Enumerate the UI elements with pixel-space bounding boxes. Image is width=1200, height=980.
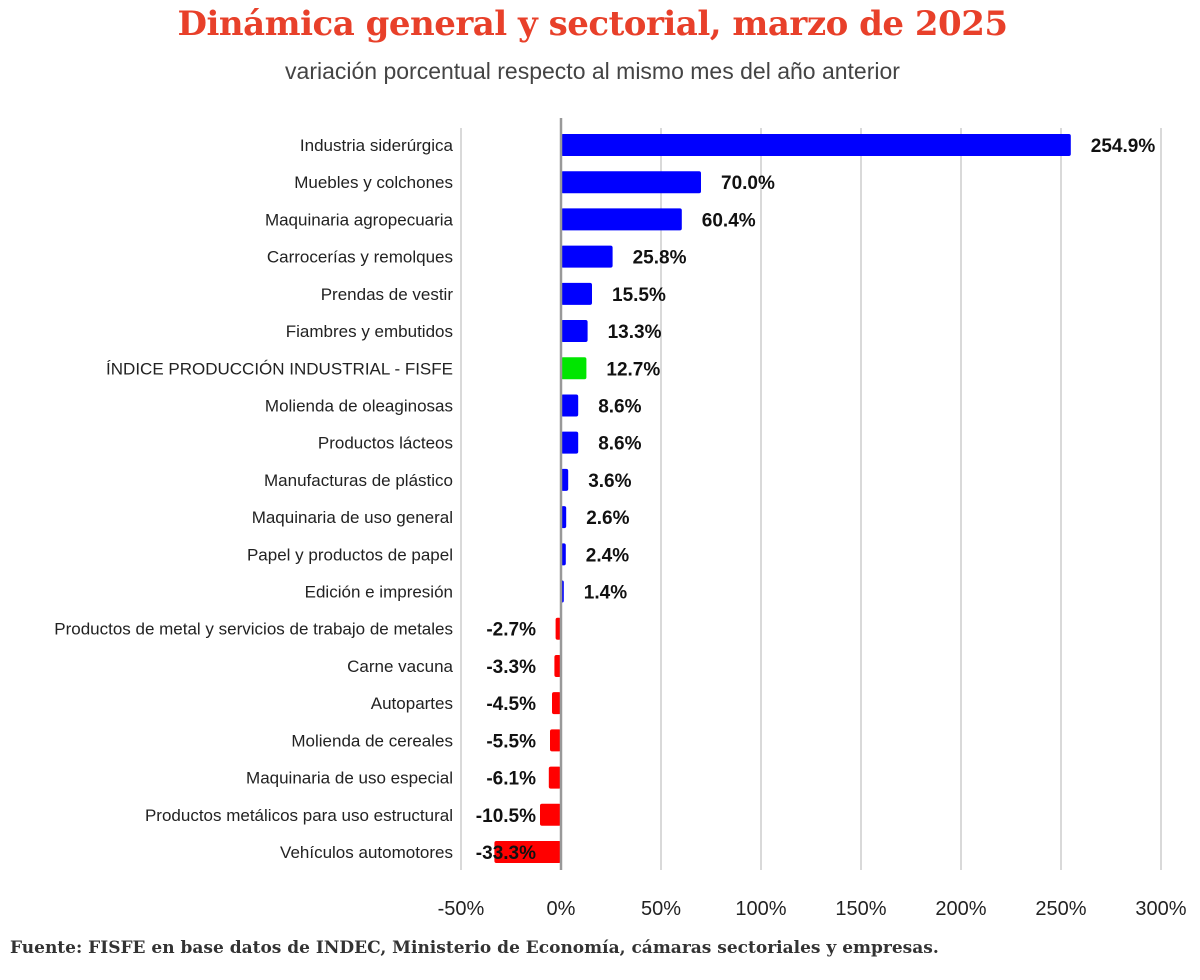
bar <box>561 468 569 491</box>
category-label: Prendas de vestir <box>321 285 454 304</box>
data-label: -33.3% <box>476 843 536 864</box>
category-label: Molienda de oleaginosas <box>265 396 453 415</box>
bar <box>561 208 682 231</box>
data-label: 13.3% <box>608 322 662 343</box>
x-tick-label: 50% <box>641 898 681 920</box>
category-label: Edición e impresión <box>305 583 453 602</box>
bar <box>561 394 579 417</box>
category-label: Papel y productos de papel <box>247 545 453 564</box>
bar <box>555 617 561 640</box>
category-label: Muebles y colchones <box>294 173 453 192</box>
category-label: Industria siderúrgica <box>300 136 454 155</box>
data-label: 254.9% <box>1091 136 1156 157</box>
bar <box>548 766 561 789</box>
category-label: Maquinaria agropecuaria <box>265 210 454 229</box>
data-label: 25.8% <box>633 248 687 269</box>
x-tick-label: 250% <box>1035 898 1086 920</box>
bar <box>561 320 588 343</box>
data-label: 1.4% <box>584 583 627 604</box>
x-tick-label: 150% <box>835 898 886 920</box>
data-label: 2.6% <box>586 508 629 529</box>
data-label: -2.7% <box>486 620 536 641</box>
data-label: 8.6% <box>598 434 641 455</box>
category-label: Vehículos automotores <box>280 843 453 862</box>
data-label: 8.6% <box>598 396 641 417</box>
category-label: Fiambres y embutidos <box>286 322 453 341</box>
data-label: 2.4% <box>586 545 629 566</box>
category-label: Productos metálicos para uso estructural <box>145 806 453 825</box>
data-label: -6.1% <box>486 769 536 790</box>
x-tick-label: 0% <box>547 898 576 920</box>
bar <box>552 692 561 715</box>
bar <box>540 803 561 826</box>
x-tick-label: 100% <box>735 898 786 920</box>
category-label: Productos lácteos <box>318 434 453 453</box>
bar <box>561 245 613 268</box>
data-label: -4.5% <box>486 694 536 715</box>
category-label: Carrocerías y remolques <box>267 248 453 267</box>
data-label: -3.3% <box>486 657 536 678</box>
chart-subtitle: variación porcentual respecto al mismo m… <box>285 58 900 84</box>
source-note: Fuente: FISFE en base datos de INDEC, Mi… <box>10 938 939 958</box>
bar <box>554 654 561 677</box>
data-label: 70.0% <box>721 173 775 194</box>
bar <box>561 431 579 454</box>
category-label: Productos de metal y servicios de trabaj… <box>54 620 453 639</box>
bar <box>561 506 567 529</box>
bar <box>561 282 592 305</box>
x-tick-label: 300% <box>1135 898 1186 920</box>
data-label: -5.5% <box>486 731 536 752</box>
data-label: 3.6% <box>588 471 631 492</box>
category-label: Autopartes <box>371 694 453 713</box>
category-label: Maquinaria de uso general <box>252 508 453 527</box>
category-label: Maquinaria de uso especial <box>246 769 453 788</box>
data-label: 12.7% <box>606 359 660 380</box>
category-label: ÍNDICE PRODUCCIÓN INDUSTRIAL - FISFE <box>106 359 453 378</box>
x-tick-label: 200% <box>935 898 986 920</box>
chart-title: Dinámica general y sectorial, marzo de 2… <box>177 4 1008 44</box>
category-label: Carne vacuna <box>347 657 453 676</box>
data-label: -10.5% <box>476 806 536 827</box>
x-tick-label: -50% <box>438 898 485 920</box>
bar <box>494 841 561 863</box>
bar <box>550 729 561 752</box>
data-label: 15.5% <box>612 285 666 306</box>
category-label: Molienda de cereales <box>291 731 453 750</box>
data-label: 60.4% <box>702 210 756 231</box>
bar <box>561 171 701 194</box>
category-label: Manufacturas de plástico <box>264 471 453 490</box>
bar <box>561 357 587 380</box>
bar <box>561 134 1071 156</box>
